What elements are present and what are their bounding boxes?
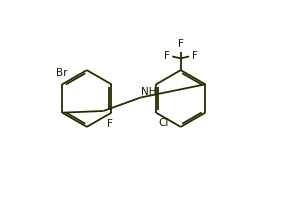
Text: Cl: Cl [158, 118, 168, 128]
Text: F: F [107, 119, 113, 129]
Text: NH: NH [141, 86, 156, 97]
Text: F: F [178, 39, 184, 49]
Text: F: F [164, 51, 170, 61]
Text: Br: Br [56, 68, 67, 78]
Text: F: F [192, 51, 198, 61]
